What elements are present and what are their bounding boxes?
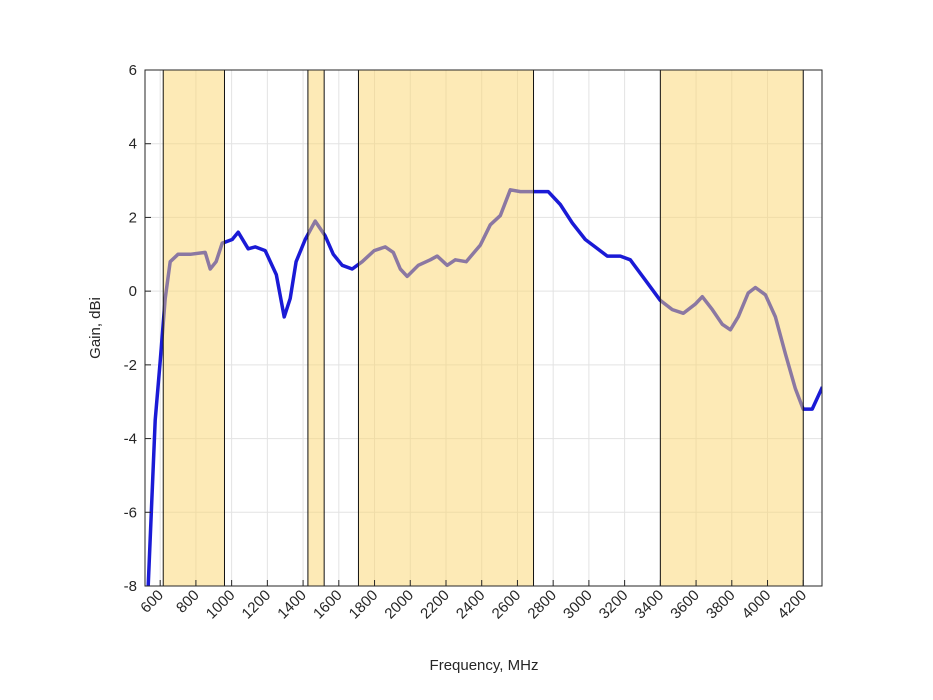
band [163, 70, 225, 586]
x-tick-label: 1800 [346, 587, 382, 623]
axes-box [144, 69, 823, 587]
x-tick-label: 3000 [560, 587, 596, 623]
y-axis-label: Gain, dBi [87, 297, 104, 359]
band [660, 70, 804, 586]
x-tick-label: 2000 [381, 587, 417, 623]
y-tick-label: -8 [124, 578, 137, 595]
x-tick-label: 3600 [667, 587, 703, 623]
x-tick-label: 1000 [203, 587, 239, 623]
x-tick-label: 4200 [774, 587, 810, 623]
x-tick-label: 2400 [453, 587, 489, 623]
x-tick-label: 2200 [417, 587, 453, 623]
x-tick-label: 2800 [524, 587, 560, 623]
x-axis-label: Frequency, MHz [430, 657, 539, 674]
y-tick-label: 6 [129, 62, 137, 79]
x-tick-label: 1400 [274, 587, 310, 623]
y-tick-label: -6 [124, 504, 137, 521]
band [307, 70, 325, 586]
x-tick-label: 3200 [596, 587, 632, 623]
y-tick-label: 4 [129, 136, 137, 153]
x-tick-label: 1600 [310, 587, 346, 623]
x-tick-label: 3800 [703, 587, 739, 623]
y-tick-label: 0 [129, 283, 137, 300]
x-tick-label: 600 [137, 587, 167, 617]
y-tick-label: -2 [124, 357, 137, 374]
x-tick-label: 2600 [489, 587, 525, 623]
x-tick-label: 4000 [739, 587, 775, 623]
x-tick-label: 1200 [239, 587, 275, 623]
y-tick-label: 2 [129, 209, 137, 226]
y-tick-label: -4 [124, 431, 137, 448]
x-tick-label: 800 [173, 587, 203, 617]
x-tick-label: 3400 [632, 587, 668, 623]
band [358, 70, 534, 586]
